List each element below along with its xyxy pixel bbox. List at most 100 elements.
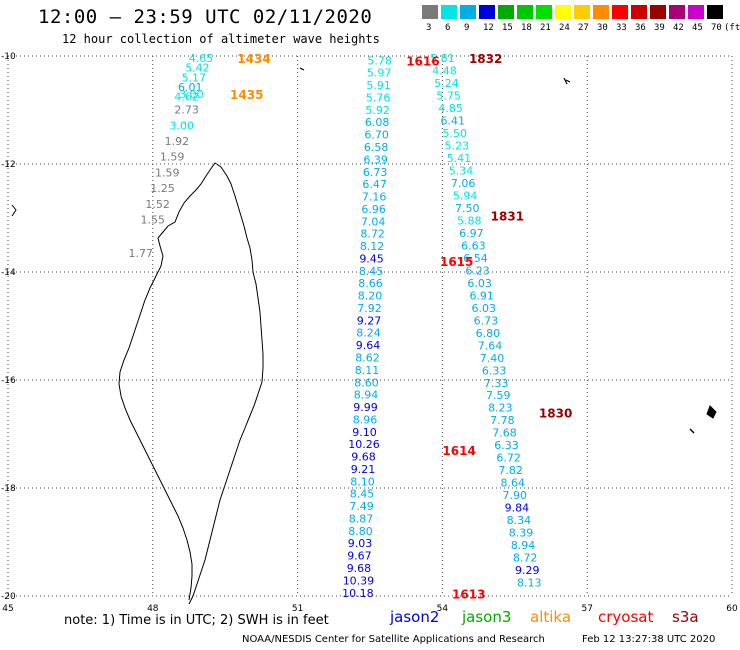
wave-height-value: 7.78	[490, 414, 515, 427]
legend-swatch	[441, 5, 457, 19]
wave-height-value: 8.60	[354, 376, 379, 389]
pass-time-label: 1615	[440, 255, 473, 269]
satellite-name: altika	[530, 608, 572, 626]
wave-height-value: 5.23	[445, 140, 470, 153]
wave-height-value: 6.08	[365, 116, 390, 129]
wave-height-value: 7.64	[478, 339, 503, 352]
wave-height-value: 6.03	[467, 277, 492, 290]
wave-height-value: 9.03	[348, 537, 373, 550]
pass-time-label: 1613	[452, 587, 485, 601]
wave-height-value: 8.62	[355, 351, 380, 364]
longitude-tick-label: 57	[581, 604, 592, 614]
legend-swatch	[593, 5, 609, 19]
latitude-tick-label: -16	[1, 376, 16, 386]
legend-label: 15	[502, 23, 513, 33]
graticule	[7, 55, 733, 597]
wave-height-value: 7.82	[498, 464, 523, 477]
wave-height-value: 6.80	[476, 327, 501, 340]
wave-height-value: 5.94	[453, 189, 478, 202]
wave-height-value: 6.63	[461, 239, 486, 252]
wave-height-value: 7.50	[455, 202, 480, 215]
wave-height-value: 8.87	[349, 512, 374, 525]
wave-height-value: 6.73	[363, 166, 388, 179]
wave-height-value: 5.42	[185, 62, 210, 75]
wave-height-value: 1.55	[141, 214, 166, 227]
wave-height-value: 6.41	[440, 115, 465, 128]
wave-height-value: 8.24	[356, 327, 381, 340]
legend-swatch	[612, 5, 628, 19]
legend-swatch	[555, 5, 571, 19]
generation-timestamp: Feb 12 13:27:38 UTC 2020	[582, 634, 716, 645]
longitude-tick-label: 54	[437, 604, 449, 614]
map-title: 12:00 — 23:59 UTC 02/11/2020	[38, 6, 373, 28]
pass-time-label: 1830	[539, 406, 572, 420]
legend-label: 39	[654, 23, 665, 33]
wave-height-value: 9.84	[505, 502, 530, 515]
wave-height-value: 7.16	[362, 191, 387, 204]
longitude-tick-label: 60	[726, 604, 738, 614]
wave-height-value: 8.94	[354, 389, 379, 402]
wave-height-value: 4.62	[174, 91, 199, 104]
wave-height-value: 7.68	[492, 427, 517, 440]
legend-label: 42	[673, 23, 684, 33]
wave-height-value: 5.34	[449, 165, 474, 178]
wave-height-value: 9.67	[347, 550, 372, 563]
wave-height-value: 7.90	[503, 489, 528, 502]
legend-unit: (ft)	[724, 23, 740, 33]
wave-height-value: 5.92	[365, 104, 390, 117]
wave-height-value: 4.48	[432, 65, 457, 78]
legend-swatch	[536, 5, 552, 19]
satellite-name: s3a	[672, 608, 699, 626]
latitude-tick-label: -10	[1, 52, 16, 62]
wave-height-value: 8.12	[360, 240, 385, 253]
legend-label: 21	[540, 23, 551, 33]
wave-height-value: 5.17	[182, 71, 207, 84]
wave-height-value: 9.45	[359, 252, 384, 265]
wave-height-value: 5.24	[434, 77, 459, 90]
legend-swatch	[669, 5, 685, 19]
pass-time-labels: 1434 1435 1616 1832 1831 1615 1830 1614 1613	[230, 52, 572, 601]
legend-swatch	[631, 5, 647, 19]
wave-height-value: 1.77	[128, 247, 153, 260]
wave-height-value: 4.85	[438, 102, 463, 115]
wave-height-value: 6.96	[361, 203, 386, 216]
pass-time-label: 1616	[406, 54, 439, 68]
pass-time-label: 1434	[237, 52, 270, 66]
wave-height-value: 8.66	[358, 277, 383, 290]
wave-height-value: 6.70	[364, 129, 389, 142]
wave-height-value: 8.23	[488, 402, 513, 415]
wave-height-value: 5.41	[447, 152, 472, 165]
wave-height-value: 10.18	[342, 587, 374, 600]
wave-height-value: 9.68	[347, 562, 372, 575]
legend-swatch	[460, 5, 476, 19]
wave-height-value: 5.91	[366, 79, 391, 92]
wave-height-value: 10.39	[343, 574, 375, 587]
wave-height-value: 6.03	[472, 302, 497, 315]
legend-swatch	[650, 5, 666, 19]
legend-label: 18	[521, 23, 532, 33]
legend-label: 12	[483, 23, 494, 33]
satellite-name: cryosat	[598, 608, 654, 626]
wave-height-value: 7.06	[451, 177, 476, 190]
wave-height-value: 6.23	[465, 264, 490, 277]
legend-label: 30	[597, 23, 608, 33]
wave-height-value: 1.92	[165, 135, 190, 148]
legend-label: 36	[635, 23, 646, 33]
wave-height-value: 8.11	[355, 364, 380, 377]
satellite-name: jason3	[462, 608, 512, 626]
wave-height-value: 9.29	[515, 564, 540, 577]
wave-height-value: 5.76	[366, 91, 391, 104]
longitude-tick-label: 51	[292, 604, 303, 614]
wave-height-value: 7.59	[486, 389, 511, 402]
wave-height-value: 4.65	[189, 52, 214, 65]
longitude-tick-label: 45	[2, 604, 13, 614]
wave-height-value: 6.91	[469, 289, 494, 302]
wave-height-value: 7.33	[484, 377, 509, 390]
legend-label: 27	[578, 23, 589, 33]
legend-swatch	[498, 5, 514, 19]
wave-height-value: 9.10	[352, 426, 377, 439]
wave-height-value: 6.97	[459, 227, 484, 240]
wave-height-value: 8.34	[507, 514, 532, 527]
wave-height-value: 7.04	[361, 215, 386, 228]
pass-time-label: 1831	[491, 209, 524, 223]
